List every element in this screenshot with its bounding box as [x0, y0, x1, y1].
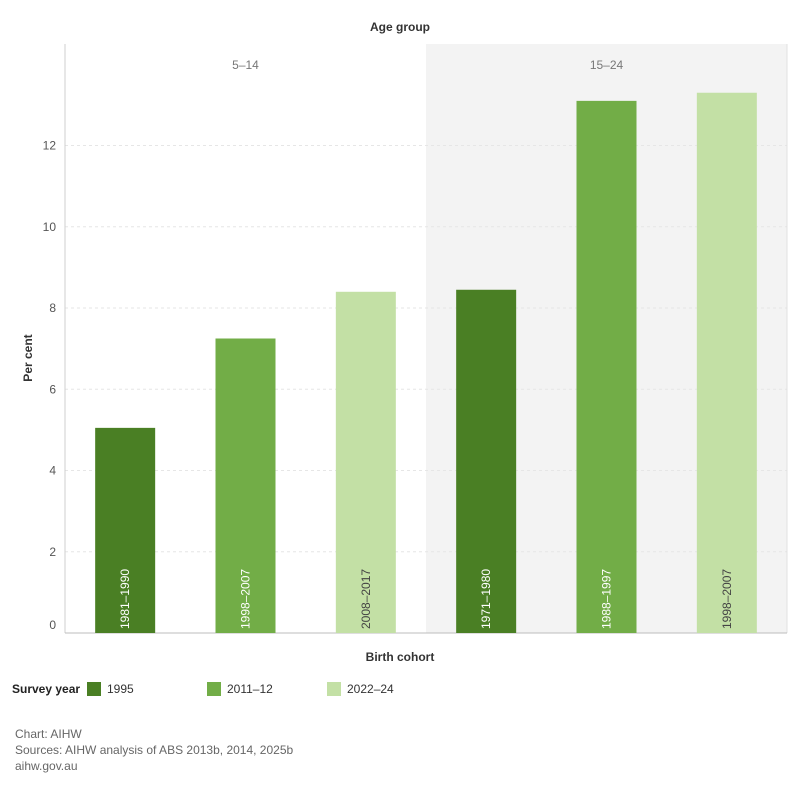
- bar-cohort-label: 1988–1997: [600, 569, 614, 629]
- panel-label: 15–24: [590, 58, 624, 72]
- legend-label: 2022–24: [347, 682, 394, 696]
- y-tick-label: 6: [49, 382, 56, 396]
- y-axis-title: Per cent: [21, 334, 35, 381]
- bar: [456, 289, 517, 633]
- facet-axis-title: Age group: [370, 20, 430, 34]
- legend-label: 2011–12: [227, 682, 273, 696]
- y-tick-label: 2: [49, 545, 56, 559]
- legend: Survey year 1995 2011–12 2022–24: [12, 681, 432, 697]
- legend-swatch: [87, 682, 101, 696]
- panel-label: 5–14: [232, 58, 259, 72]
- legend-title: Survey year: [12, 682, 81, 696]
- legend-swatch: [327, 682, 341, 696]
- y-tick-label: 8: [49, 301, 56, 315]
- bar: [576, 100, 637, 634]
- site-link[interactable]: aihw.gov.au: [15, 759, 78, 773]
- y-tick-label: 12: [43, 139, 57, 153]
- bar-cohort-label: 1998–2007: [239, 569, 253, 629]
- y-tick-label: 4: [49, 464, 56, 478]
- legend-label: 1995: [107, 682, 134, 696]
- x-axis-title: Birth cohort: [366, 650, 435, 664]
- bar: [215, 338, 276, 633]
- chart-credit: Chart: AIHW: [15, 727, 82, 741]
- y-tick-label: 0: [49, 618, 56, 632]
- chart-sources: Sources: AIHW analysis of ABS 2013b, 201…: [15, 743, 294, 757]
- legend-swatch: [207, 682, 221, 696]
- chart-footer: Chart: AIHW Sources: AIHW analysis of AB…: [15, 726, 293, 774]
- bar: [696, 92, 757, 634]
- bar-cohort-label: 1998–2007: [720, 569, 734, 629]
- bar-cohort-label: 2008–2017: [359, 569, 373, 629]
- bar-cohort-label: 1971–1980: [479, 569, 493, 629]
- bar: [335, 291, 396, 633]
- y-tick-label: 10: [43, 220, 57, 234]
- bar-cohort-label: 1981–1990: [118, 569, 132, 629]
- bar: [95, 427, 156, 633]
